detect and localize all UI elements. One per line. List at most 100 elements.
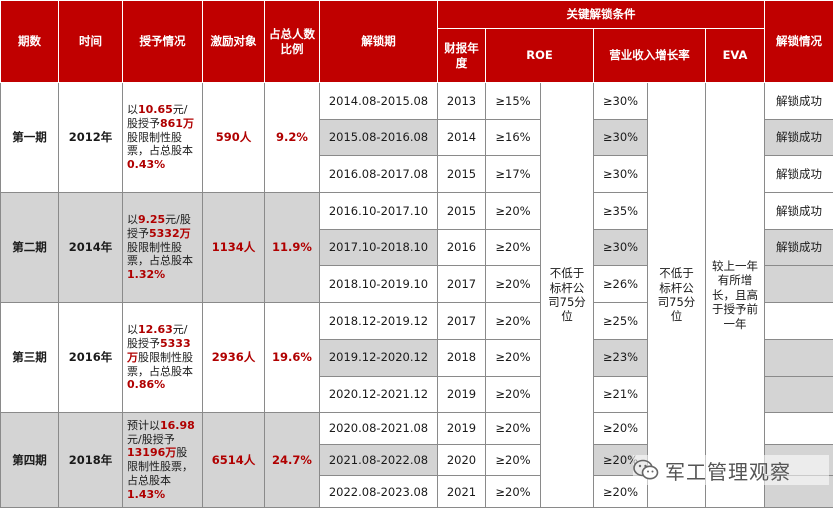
fiscal-year: 2013 xyxy=(437,82,486,120)
roe-value: ≥20% xyxy=(485,338,541,377)
watermark-text: 军工管理观察 xyxy=(665,459,791,484)
fiscal-year: 2020 xyxy=(437,443,486,477)
fiscal-year: 2019 xyxy=(437,412,486,445)
roe-value: ≥20% xyxy=(485,228,541,267)
unlock-period: 2016.08-2017.08 xyxy=(319,155,438,194)
grant-text-segment: 股限制性股票，占总股本 xyxy=(127,130,193,158)
unlock-period: 2022.08-2023.08 xyxy=(319,475,438,508)
grant-text-segment: 以 xyxy=(127,213,138,227)
grant-text-segment: 元/股授予 xyxy=(127,103,188,130)
table-row: 2019.12-2020.12 2018 ≥20% ≥23% xyxy=(1,338,833,377)
header-time: 时间 xyxy=(58,0,123,83)
header-roe: ROE xyxy=(485,28,594,83)
fiscal-year: 2019 xyxy=(437,375,486,414)
phase-time: 2018年 xyxy=(58,412,123,508)
unlock-status: 解锁成功 xyxy=(764,82,833,120)
unlock-period: 2018.10-2019.10 xyxy=(319,265,438,304)
unlock-status xyxy=(764,302,833,340)
phase-ratio: 24.7% xyxy=(264,412,320,508)
roe-value: ≥20% xyxy=(485,302,541,340)
table-row: 第一期 2012年 以10.65元/股授予861万股限制性股票，占总股本0.43% 5… xyxy=(0,81,833,508)
unlock-period: 2019.12-2020.12 xyxy=(319,338,438,377)
revenue-growth-value: ≥26% xyxy=(593,265,648,304)
unlock-status xyxy=(764,265,833,304)
roe-value: ≥20% xyxy=(485,375,541,414)
grant-text-segment: 以 xyxy=(127,103,138,117)
unlock-period: 2014.08-2015.08 xyxy=(319,82,438,120)
unlock-period: 2015.08-2016.08 xyxy=(319,118,438,157)
header-revenue-growth: 营业收入增长率 xyxy=(593,28,706,83)
phase-ratio: 19.6% xyxy=(264,302,320,414)
header-unlock-status: 解锁情况 xyxy=(764,0,833,83)
grant-text-segment: 5332万 xyxy=(149,226,191,240)
grant-text-segment: 1.43% xyxy=(127,487,166,501)
roe-value: ≥17% xyxy=(485,155,541,194)
grant-text-segment: 1.32% xyxy=(127,268,166,282)
phase-time: 2016年 xyxy=(58,302,123,414)
header-fiscal-year: 财报年度 xyxy=(437,28,486,83)
revenue-growth-value: ≥35% xyxy=(593,192,648,230)
unlock-status: 解锁成功 xyxy=(764,118,833,157)
roe-value: ≥20% xyxy=(485,475,541,508)
table-row: 2022.08-2023.08 2021 ≥20% ≥20% xyxy=(1,475,833,508)
table-row: 2018.10-2019.10 2017 ≥20% ≥26% xyxy=(1,265,833,304)
revenue-growth-value: ≥20% xyxy=(593,443,648,477)
phase-name: 第四期 xyxy=(0,412,59,508)
unlock-period: 2016.10-2017.10 xyxy=(319,192,438,230)
grant-text-segment: 预计以 xyxy=(127,418,160,432)
fiscal-year: 2017 xyxy=(437,265,486,304)
header-grant: 授予情况 xyxy=(122,0,203,83)
roe-note: 不低于标杆公司75分位 xyxy=(540,82,594,508)
phase-ratio: 9.2% xyxy=(264,81,320,194)
grant-text-segment: 以 xyxy=(127,323,138,337)
phase-targets: 2936人 xyxy=(202,302,265,414)
grant-text-segment: 16.98 xyxy=(160,418,195,432)
fiscal-year: 2018 xyxy=(437,338,486,377)
phase-time: 2012年 xyxy=(58,81,123,194)
unlock-period: 2020.08-2021.08 xyxy=(319,412,438,445)
header-conditions: 关键解锁条件 xyxy=(436,0,766,29)
table-row: 2020.12-2021.12 2019 ≥20% ≥21% xyxy=(1,375,833,414)
header-targets: 激励对象 xyxy=(202,0,265,83)
grant-text-segment: 股限制性股票，占总股本 xyxy=(127,446,193,487)
unlock-period: 2018.12-2019.12 xyxy=(319,302,438,340)
fiscal-year: 2021 xyxy=(437,475,486,508)
phase-grant: 以12.63元/股授予5333万股限制性股票，占总股本0.86% xyxy=(122,302,203,414)
header-ratio: 占总人数比例 xyxy=(264,0,320,83)
revenue-growth-value: ≥23% xyxy=(593,338,648,377)
unlock-status xyxy=(764,375,833,414)
table-body: 第一期 2012年 以10.65元/股授予861万股限制性股票，占总股本0.43% 5… xyxy=(0,81,833,508)
roe-value: ≥20% xyxy=(485,443,541,477)
wechat-icon xyxy=(633,459,659,481)
roe-value: ≥16% xyxy=(485,118,541,157)
revenue-growth-value: ≥30% xyxy=(593,118,648,157)
phase-grant: 预计以16.98元/股授予13196万股限制性股票，占总股本1.43% xyxy=(122,412,203,508)
roe-value: ≥20% xyxy=(485,265,541,304)
grant-text-segment: 元/股授予 xyxy=(127,432,175,446)
unlock-status: 解锁成功 xyxy=(764,228,833,267)
fiscal-year: 2015 xyxy=(437,155,486,194)
unlock-period: 2020.12-2021.12 xyxy=(319,375,438,414)
grant-text-segment: 12.63 xyxy=(138,323,173,337)
unlock-status xyxy=(764,338,833,377)
unlock-status xyxy=(764,412,833,445)
phase-targets: 1134人 xyxy=(202,192,265,304)
phase-name: 第二期 xyxy=(0,192,59,304)
unlock-status: 解锁成功 xyxy=(764,192,833,230)
fiscal-year: 2015 xyxy=(437,192,486,230)
grant-text-segment: 元/股授予 xyxy=(127,213,191,240)
header-unlock-period: 解锁期 xyxy=(319,0,438,83)
phase-grant: 以10.65元/股授予861万股限制性股票，占总股本0.43% xyxy=(122,81,203,194)
fiscal-year: 2017 xyxy=(437,302,486,340)
grant-text-segment: 股限制性股票，占总股本 xyxy=(127,350,193,378)
phase-name: 第一期 xyxy=(0,81,59,194)
grant-text-segment: 0.43% xyxy=(127,158,166,172)
fiscal-year: 2014 xyxy=(437,118,486,157)
watermark: 军工管理观察 xyxy=(633,455,829,485)
revenue-growth-value: ≥20% xyxy=(593,412,648,445)
eva-note: 较上一年有所增长，且高于授予前一年 xyxy=(704,82,766,508)
revenue-growth-value: ≥30% xyxy=(593,155,648,194)
header-period: 期数 xyxy=(0,0,59,83)
roe-value: ≥15% xyxy=(485,82,541,120)
